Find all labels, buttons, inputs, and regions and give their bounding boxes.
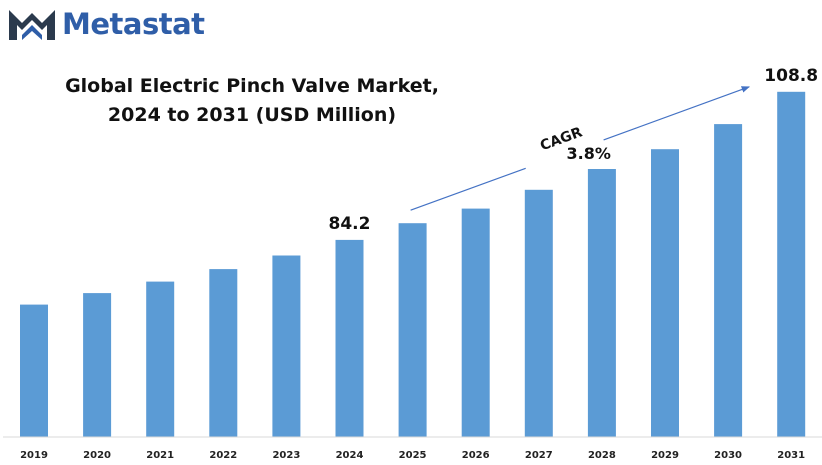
data-labels: 84.2 108.8 (329, 66, 819, 234)
x-tick-label-2028: 2028 (588, 450, 616, 461)
chart-title-line-2: 2024 to 2031 (USD Million) (108, 104, 396, 126)
data-label-2024: 84.2 (329, 214, 371, 234)
data-label-2031: 108.8 (764, 66, 818, 86)
bars-group (20, 91, 806, 438)
bar-2024 (335, 239, 364, 437)
x-tick-label-2020: 2020 (83, 450, 111, 461)
logo: Metastat (6, 4, 205, 44)
cagr-arrow-segment-2 (603, 86, 750, 141)
bar-2019 (20, 304, 48, 437)
cagr-arrow-segment-1 (410, 167, 526, 211)
x-tick-label-2030: 2030 (714, 450, 742, 461)
x-tick-label-2025: 2025 (399, 450, 427, 461)
bar-2030 (714, 124, 743, 437)
metastat-m-logo-icon (9, 10, 55, 40)
cagr-value: 3.8% (567, 144, 611, 163)
x-tick-label-2031: 2031 (777, 450, 805, 461)
x-tick-label-2026: 2026 (462, 450, 490, 461)
x-tick-labels: 2019 2020 2021 2022 2023 2024 2025 2026 2027 2028… (20, 450, 805, 461)
x-tick-label-2019: 2019 (20, 450, 48, 461)
bar-2021 (146, 281, 175, 437)
x-tick-label-2024: 2024 (336, 450, 364, 461)
bar-2029 (651, 149, 679, 437)
bar-2020 (83, 293, 112, 437)
bar-2031 (777, 91, 806, 438)
bar-2022 (209, 269, 238, 437)
bar-2027 (524, 189, 553, 437)
bar-2023 (272, 255, 301, 437)
x-tick-label-2023: 2023 (272, 450, 300, 461)
x-tick-label-2029: 2029 (651, 450, 679, 461)
x-tick-label-2021: 2021 (146, 450, 174, 461)
bar-2028 (587, 169, 616, 437)
bar-2025 (398, 223, 427, 437)
bar-2026 (461, 208, 490, 437)
logo-text: Metastat (62, 7, 205, 41)
x-tick-label-2027: 2027 (525, 450, 553, 461)
x-tick-label-2022: 2022 (209, 450, 237, 461)
chart-title-line-1: Global Electric Pinch Valve Market, (65, 75, 439, 97)
